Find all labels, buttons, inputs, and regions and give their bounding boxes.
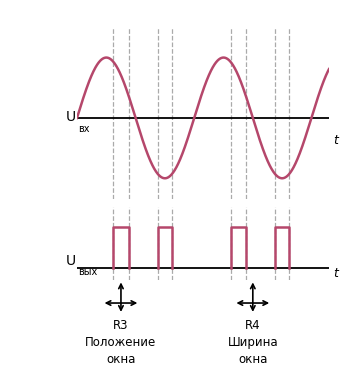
- Text: t: t: [333, 134, 338, 147]
- Text: U: U: [65, 110, 76, 124]
- Text: вых: вых: [78, 267, 98, 276]
- Text: вх: вх: [78, 124, 90, 134]
- Text: t: t: [333, 267, 338, 280]
- Text: R4
Ширина
окна: R4 Ширина окна: [228, 319, 278, 366]
- Text: U: U: [65, 255, 76, 269]
- Text: R3
Положение
окна: R3 Положение окна: [85, 319, 156, 366]
